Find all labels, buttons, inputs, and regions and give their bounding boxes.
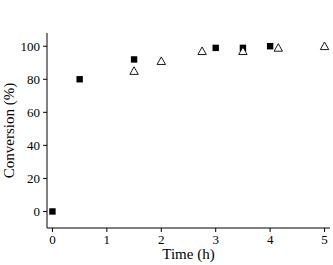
x-axis bbox=[47, 228, 330, 229]
plot-area bbox=[49, 42, 329, 215]
chart-svg: 0 1 2 3 4 5 0 20 40 60 80 100 Time (h) Conversion (%) bbox=[0, 0, 333, 265]
y-tick-label: 20 bbox=[27, 171, 40, 186]
y-tick bbox=[43, 178, 47, 179]
y-tick-label: 100 bbox=[21, 39, 41, 54]
x-tick-label: 1 bbox=[104, 232, 111, 247]
point bbox=[198, 47, 206, 55]
point bbox=[157, 57, 165, 65]
y-tick-label: 80 bbox=[27, 72, 40, 87]
x-tick-label: 0 bbox=[49, 232, 56, 247]
y-tick-label: 60 bbox=[27, 105, 40, 120]
y-tick bbox=[43, 112, 47, 113]
x-tick-label: 4 bbox=[267, 232, 274, 247]
y-axis bbox=[47, 33, 48, 228]
point bbox=[320, 42, 328, 50]
y-axis-title: Conversion (%) bbox=[1, 83, 18, 178]
x-axis-title: Time (h) bbox=[162, 246, 214, 263]
x-tick-label: 2 bbox=[158, 232, 165, 247]
y-tick bbox=[43, 145, 47, 146]
y-tick bbox=[43, 79, 47, 80]
y-tick-label: 0 bbox=[34, 204, 41, 219]
y-tick bbox=[43, 211, 47, 212]
point bbox=[274, 44, 282, 52]
point bbox=[76, 76, 82, 82]
y-tick bbox=[43, 46, 47, 47]
x-tick-label: 5 bbox=[321, 232, 328, 247]
x-tick-label: 3 bbox=[212, 232, 219, 247]
y-tick-label: 40 bbox=[27, 138, 40, 153]
point bbox=[213, 45, 219, 51]
point bbox=[131, 56, 137, 62]
point bbox=[130, 67, 138, 75]
point bbox=[267, 43, 273, 49]
point bbox=[239, 47, 247, 55]
chart: 0 1 2 3 4 5 0 20 40 60 80 100 Time (h) Conversion (%) bbox=[0, 0, 333, 265]
point bbox=[49, 208, 55, 214]
